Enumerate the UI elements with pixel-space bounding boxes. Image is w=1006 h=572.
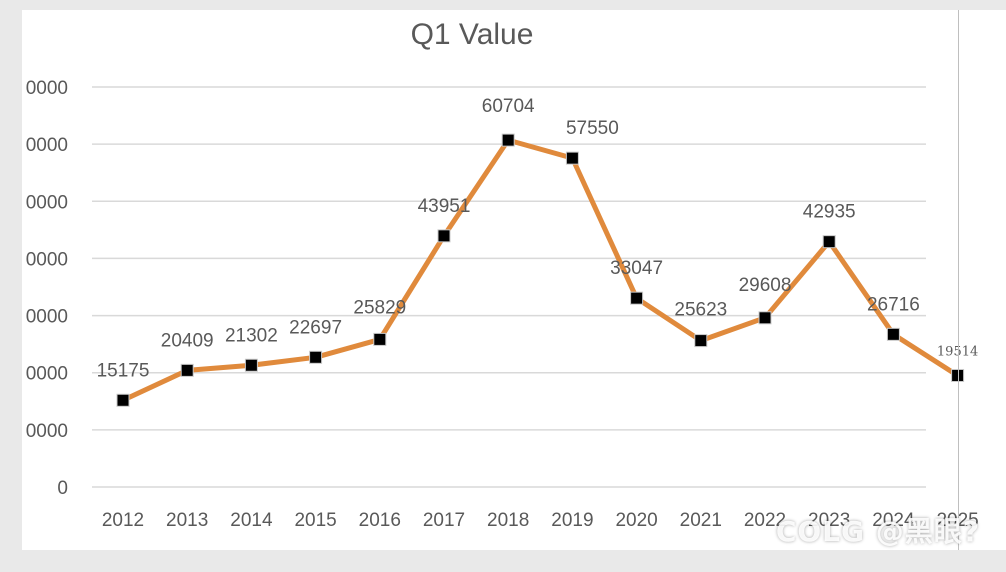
data-point-marker xyxy=(822,235,836,249)
y-tick-label: 0 xyxy=(57,478,68,499)
x-tick-label: 2021 xyxy=(680,510,722,531)
data-point-marker xyxy=(244,358,258,372)
data-label: 43951 xyxy=(418,196,471,217)
data-point-marker xyxy=(180,363,194,377)
data-label: 60704 xyxy=(482,96,535,117)
divider xyxy=(958,10,959,550)
series-line xyxy=(121,137,959,403)
data-point-marker xyxy=(694,334,708,348)
x-tick-label: 2018 xyxy=(487,510,529,531)
x-tick-label: 2012 xyxy=(102,510,144,531)
series-markers xyxy=(116,133,965,407)
x-tick-label: 2017 xyxy=(423,510,465,531)
data-point-marker xyxy=(758,311,772,325)
data-labels: 15175 20409 21302 22697 25829 43951 60704 57550… xyxy=(97,96,979,381)
gridlines xyxy=(92,86,926,488)
x-tick-label: 2023 xyxy=(808,510,850,531)
y-tick-label: 0000 xyxy=(26,192,68,213)
data-label: 25623 xyxy=(674,300,727,321)
data-label: 57550 xyxy=(566,118,619,139)
chart-title: Q1 Value xyxy=(411,18,534,51)
data-point-marker xyxy=(309,350,323,364)
y-tick-label: 0000 xyxy=(26,78,68,99)
y-tick-label: 0000 xyxy=(26,249,68,270)
x-tick-label: 2016 xyxy=(359,510,401,531)
x-tick-label: 2024 xyxy=(872,510,915,531)
x-tick-label: 2014 xyxy=(230,510,273,531)
x-tick-label: 2025 xyxy=(936,510,978,531)
data-label: 15175 xyxy=(97,360,150,381)
data-label: 22697 xyxy=(289,317,342,338)
y-tick-label: 0000 xyxy=(26,421,68,442)
watermark-logo: COLG @黑眼? xyxy=(775,515,980,548)
data-point-marker xyxy=(630,291,644,305)
data-point-marker xyxy=(116,393,130,407)
data-point-marker xyxy=(886,327,900,341)
x-tick-label: 2020 xyxy=(615,510,657,531)
data-label: 26716 xyxy=(867,294,920,315)
data-point-marker xyxy=(437,229,451,243)
data-point-marker xyxy=(565,151,579,165)
data-label: 29608 xyxy=(739,275,792,296)
data-point-marker xyxy=(501,133,515,147)
series-line-path xyxy=(121,137,959,403)
data-label: 19514 xyxy=(937,344,978,359)
x-tick-label: 2022 xyxy=(744,510,786,531)
x-tick-label: 2019 xyxy=(551,510,593,531)
chart-area xyxy=(22,10,1006,550)
x-tick-label: 2013 xyxy=(166,510,208,531)
data-point-marker xyxy=(951,368,965,382)
y-tick-label: 0000 xyxy=(26,135,68,156)
y-tick-label: 0000 xyxy=(26,307,68,328)
data-label: 21302 xyxy=(225,325,278,346)
data-label: 20409 xyxy=(161,330,214,351)
data-label: 42935 xyxy=(803,202,856,223)
data-point-marker xyxy=(373,332,387,346)
x-tick-label: 2015 xyxy=(294,510,336,531)
x-axis-ticks: 2012 2013 2014 2015 2016 2017 2018 2019 2020 2021… xyxy=(102,510,979,531)
data-label: 25829 xyxy=(353,297,406,318)
y-tick-label: 0000 xyxy=(26,364,68,385)
data-label: 33047 xyxy=(610,258,663,279)
